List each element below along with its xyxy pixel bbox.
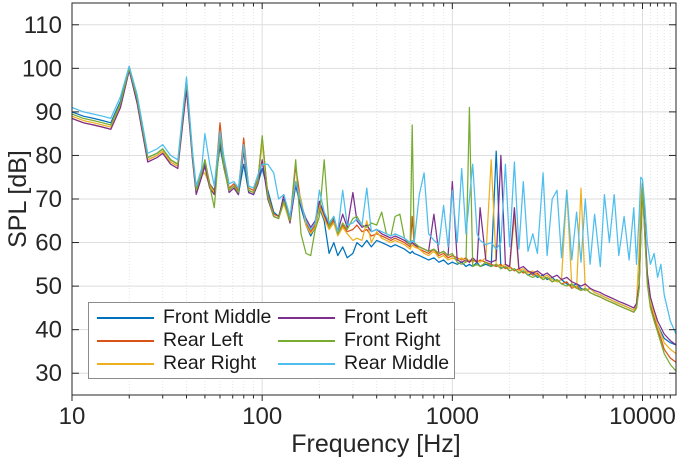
x-tick-label: 1000 [426,403,479,430]
y-tick-label: 50 [35,273,62,300]
series-rear-middle [71,65,677,335]
legend-line-front-left [278,316,335,319]
tick-marks [71,3,676,401]
y-tick-label: 70 [35,186,62,213]
legend-label: Front Middle [163,305,272,328]
x-axis-label: Frequency [Hz] [291,430,461,458]
series-front-right [71,67,677,372]
y-tick-label: 60 [35,230,62,257]
legend-line-front-right [278,339,335,342]
y-tick-label: 100 [22,55,62,82]
legend-entry-front-left: Front Left [278,305,448,328]
x-tick-label: 10 [59,403,86,430]
y-tick-label: 90 [35,99,62,126]
legend-label: Rear Left [163,328,244,351]
y-axis-label: SPL [dB] [4,150,32,248]
legend-label: Front Left [344,305,428,328]
legend: Front Middle Rear Left Rear Right Front Lef… [88,302,455,379]
legend-entry-rear-right: Rear Right [97,351,278,374]
y-tick-label: 80 [35,142,62,169]
legend-line-rear-left [97,339,154,342]
legend-label: Rear Middle [344,351,450,374]
x-tick-label: 100 [242,403,282,430]
legend-line-front-middle [97,316,154,319]
legend-line-rear-middle [278,362,335,365]
legend-label: Rear Right [163,351,257,374]
legend-line-rear-right [97,362,154,365]
y-tick-label: 40 [35,317,62,344]
legend-label: Front Right [344,328,441,351]
y-tick-label: 30 [35,360,62,387]
legend-entry-front-middle: Front Middle [97,305,278,328]
y-tick-label: 110 [24,12,62,39]
legend-entry-rear-middle: Rear Middle [278,351,450,374]
legend-entry-rear-left: Rear Left [97,328,278,351]
legend-entry-front-right: Front Right [278,328,448,351]
x-tick-label: 10000 [609,403,676,430]
